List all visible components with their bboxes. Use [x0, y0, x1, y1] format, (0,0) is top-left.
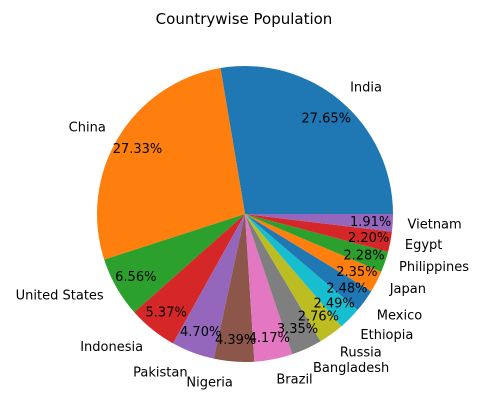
percent-label-ethiopia: 2.49%: [313, 296, 354, 311]
pie-slices: [96, 65, 393, 362]
category-label-vietnam: Vietnam: [408, 217, 462, 232]
pie-slice-indonesia: [134, 214, 245, 344]
pie-slice-egypt: [245, 214, 392, 252]
category-label-brazil: Brazil: [276, 373, 312, 388]
percent-label-egypt: 2.20%: [348, 231, 389, 246]
pie-slice-brazil: [245, 214, 293, 362]
pie-slice-pakistan: [173, 214, 245, 359]
category-labels: India China United States Indonesia Pakistan…: [16, 81, 470, 391]
category-label-egypt: Egypt: [405, 238, 443, 253]
pie-slice-india: [220, 65, 393, 214]
pie-slice-bangladesh: [245, 214, 321, 355]
percent-label-indonesia: 5.37%: [146, 306, 187, 321]
percent-label-nigeria: 4.39%: [215, 333, 256, 348]
category-label-philippines: Philippines: [399, 260, 469, 275]
pie-slice-mexico: [245, 214, 372, 310]
pie-slice-philippines: [245, 214, 389, 272]
pie-slice-vietnam: [245, 214, 393, 232]
pie-slice-united-states: [104, 214, 245, 313]
percent-label-pakistan: 4.70%: [180, 325, 221, 340]
category-label-bangladesh: Bangladesh: [313, 361, 389, 376]
percent-label-bangladesh: 3.35%: [277, 322, 318, 337]
category-label-indonesia: Indonesia: [80, 340, 143, 355]
category-label-japan: Japan: [389, 282, 426, 297]
percent-label-japan: 2.35%: [336, 265, 377, 280]
pie-slice-nigeria: [213, 214, 255, 362]
category-label-united-states: United States: [16, 288, 104, 303]
chart-title: Countrywise Population: [156, 10, 333, 28]
category-label-mexico: Mexico: [377, 309, 422, 324]
pie-slice-china: [96, 68, 246, 260]
pie-slice-ethiopia: [245, 214, 358, 327]
percent-label-vietnam: 1.91%: [350, 215, 391, 230]
percent-label-philippines: 2.28%: [343, 248, 384, 263]
pie-slice-japan: [245, 214, 382, 292]
category-label-pakistan: Pakistan: [133, 365, 187, 380]
percent-label-brazil: 4.17%: [249, 331, 290, 346]
percent-labels: 27.65% 27.33% 6.56% 5.37% 4.70%4.39%4.17%3.3…: [113, 111, 392, 348]
percent-label-india: 27.65%: [301, 111, 351, 126]
pie-slice-russia: [245, 214, 342, 342]
percent-label-mexico: 2.48%: [326, 281, 367, 296]
category-label-ethiopia: Ethiopia: [360, 328, 413, 343]
percent-label-russia: 2.76%: [298, 310, 339, 325]
percent-label-united-states: 6.56%: [115, 270, 156, 285]
category-label-india: India: [350, 81, 382, 96]
category-label-nigeria: Nigeria: [186, 375, 233, 390]
percent-label-china: 27.33%: [113, 142, 163, 157]
category-label-china: China: [69, 121, 106, 136]
category-label-russia: Russia: [340, 345, 382, 360]
